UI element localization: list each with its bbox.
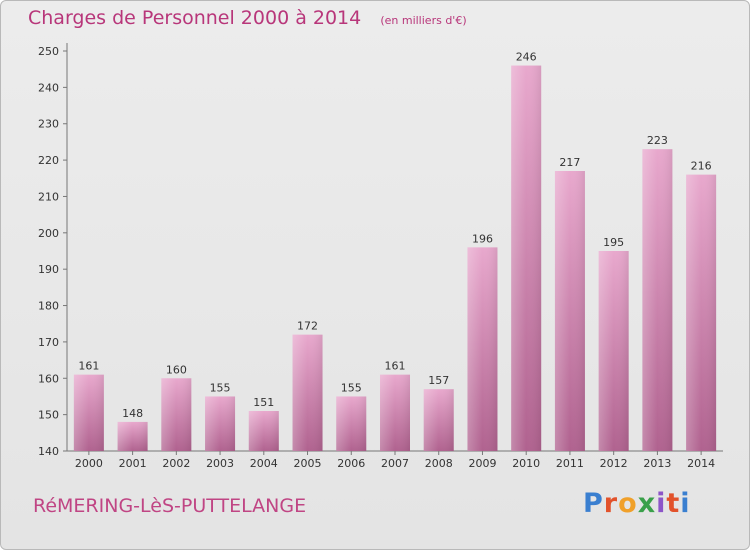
bar-value-label: 217 [559,156,580,169]
y-tick-label: 250 [38,45,59,58]
y-tick-label: 150 [38,409,59,422]
bar-shine [292,334,323,451]
bar-shine [205,396,236,451]
x-tick-label: 2003 [206,457,234,470]
bar-shine [161,378,192,451]
chart-unit-note: (en milliers d'€) [380,14,467,27]
logo-letter: r [603,488,619,519]
y-tick-label: 200 [38,227,59,240]
y-tick-label: 230 [38,118,59,131]
logo-letter: P [583,488,604,519]
x-tick-label: 2006 [337,457,365,470]
bar-value-label: 157 [428,374,449,387]
x-tick-label: 2007 [381,457,409,470]
bar-value-label: 155 [210,381,231,394]
bar-value-label: 151 [253,396,274,409]
x-tick-label: 2011 [556,457,584,470]
y-tick-label: 180 [38,300,59,313]
bar-value-label: 195 [603,236,624,249]
bar-shine [336,396,367,451]
commune-name: RéMERING-LèS-PUTTELANGE [33,495,307,517]
bar-shine [248,411,279,451]
y-tick-label: 160 [38,372,59,385]
x-tick-label: 2008 [425,457,453,470]
x-tick-label: 2005 [294,457,322,470]
bar-value-label: 223 [647,134,668,147]
bar-shine [73,374,104,451]
y-tick-label: 210 [38,190,59,203]
bar-shine [642,149,673,451]
bar-shine [554,171,585,451]
chart-title-row: Charges de Personnel 2000 à 2014 (en mil… [28,7,467,29]
bar-value-label: 196 [472,232,493,245]
bar-value-label: 155 [341,381,362,394]
x-tick-label: 2002 [162,457,190,470]
bar-shine [467,247,498,451]
bar-value-label: 216 [691,160,712,173]
bar-value-label: 161 [78,360,99,373]
bar-shine [598,251,629,451]
bar-shine [380,374,410,451]
x-tick-label: 2001 [119,457,147,470]
y-tick-label: 240 [38,81,59,94]
bar-shine [423,389,454,451]
logo-letter: o [618,488,638,519]
bar-shine [511,65,542,451]
logo-letter: x [637,488,657,519]
bar-shine [686,174,717,452]
bar-value-label: 172 [297,320,318,333]
chart-title: Charges de Personnel 2000 à 2014 [28,7,362,29]
proxiti-logo: Proxiti [583,488,691,519]
x-tick-label: 2004 [250,457,278,470]
y-tick-label: 170 [38,336,59,349]
x-tick-label: 2010 [512,457,540,470]
x-tick-label: 2009 [468,457,496,470]
x-tick-label: 2014 [687,457,715,470]
bar-value-label: 246 [516,51,537,64]
logo-letter: t [666,488,681,519]
x-tick-label: 2000 [75,457,103,470]
bar-value-label: 148 [122,407,143,420]
logo-letter: i [656,488,667,519]
bar-shine [117,421,148,451]
x-tick-label: 2013 [643,457,671,470]
bar-value-label: 161 [385,360,406,373]
bar-value-label: 160 [166,363,187,376]
logo-letter: i [680,488,691,519]
x-tick-label: 2012 [600,457,628,470]
y-tick-label: 220 [38,154,59,167]
y-tick-label: 190 [38,263,59,276]
y-tick-label: 140 [38,445,59,458]
bar-chart: 140 150 160 170 180 190 200 210 220 230 240 250 161 2… [38,43,723,470]
